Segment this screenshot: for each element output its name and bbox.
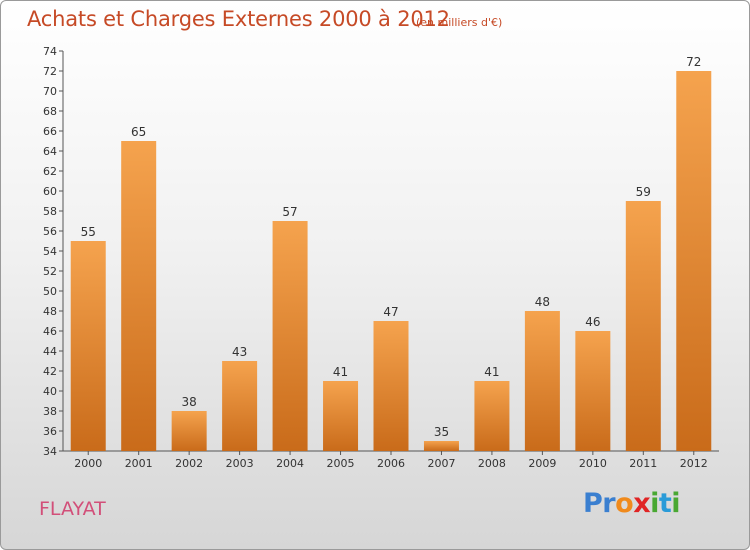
x-tick-label: 2001 — [125, 457, 153, 470]
bar — [474, 381, 510, 451]
y-tick-label: 48 — [43, 305, 57, 318]
x-tick-label: 2012 — [680, 457, 708, 470]
x-tick-label: 2000 — [74, 457, 102, 470]
bar — [171, 411, 207, 451]
y-tick-label: 64 — [43, 145, 57, 158]
y-tick-label: 62 — [43, 165, 57, 178]
data-label: 35 — [434, 425, 449, 439]
y-tick-label: 54 — [43, 245, 57, 258]
bar — [272, 221, 308, 451]
x-tick-label: 2010 — [579, 457, 607, 470]
y-tick-label: 58 — [43, 205, 57, 218]
x-tick-label: 2008 — [478, 457, 506, 470]
logo-letter: t — [658, 488, 672, 519]
bar — [121, 141, 157, 451]
y-tick-label: 56 — [43, 225, 57, 238]
logo-letter: o — [615, 488, 634, 519]
y-tick-label: 44 — [43, 345, 57, 358]
y-tick-label: 50 — [43, 285, 57, 298]
y-tick-label: 38 — [43, 405, 57, 418]
bar — [575, 331, 611, 451]
chart-subtitle: (en milliers d'€) — [416, 16, 503, 29]
y-tick-label: 46 — [43, 325, 57, 338]
bar — [524, 311, 560, 451]
logo-letter: i — [650, 488, 659, 519]
y-tick-label: 66 — [43, 125, 57, 138]
data-label: 41 — [333, 365, 348, 379]
data-label: 65 — [131, 125, 146, 139]
y-tick-label: 74 — [43, 45, 57, 58]
bar — [222, 361, 258, 451]
y-tick-label: 40 — [43, 385, 57, 398]
logo-letter: x — [633, 488, 651, 519]
commune-name: FLAYAT — [39, 498, 106, 520]
logo-letter: r — [602, 488, 616, 519]
bar — [373, 321, 409, 451]
x-tick-label: 2004 — [276, 457, 304, 470]
data-label: 57 — [282, 205, 297, 219]
bar — [676, 71, 712, 451]
bars — [70, 71, 712, 451]
data-label: 38 — [182, 395, 197, 409]
x-tick-label: 2007 — [427, 457, 455, 470]
x-tick-label: 2011 — [629, 457, 657, 470]
x-tick-label: 2003 — [226, 457, 254, 470]
labels: 2000 55 2001 65 2002 38 2003 43 2004 57 2005 41 2006… — [74, 55, 708, 470]
y-tick-label: 52 — [43, 265, 57, 278]
y-tick-label: 42 — [43, 365, 57, 378]
data-label: 43 — [232, 345, 247, 359]
y-tick-label: 60 — [43, 185, 57, 198]
bar — [70, 241, 106, 451]
y-tick-label: 36 — [43, 425, 57, 438]
data-label: 72 — [686, 55, 701, 69]
axes: 34 36 38 40 42 44 46 48 50 52 54 56 58 60 62 64 66 68 70 72… — [43, 45, 719, 458]
y-tick-label: 68 — [43, 105, 57, 118]
logo-letter: i — [671, 488, 681, 519]
chart-title: Achats et Charges Externes 2000 à 2012 — [27, 7, 450, 31]
bar — [423, 441, 459, 451]
x-tick-label: 2005 — [327, 457, 355, 470]
bar — [625, 201, 661, 451]
data-label: 48 — [535, 295, 550, 309]
data-label: 41 — [484, 365, 499, 379]
data-label: 59 — [636, 185, 651, 199]
data-label: 55 — [81, 225, 96, 239]
data-label: 46 — [585, 315, 600, 329]
y-tick-label: 72 — [43, 65, 57, 78]
proxiti-logo: Proxiti — [583, 488, 681, 519]
bar — [323, 381, 359, 451]
logo-letter: P — [583, 488, 603, 519]
data-label: 47 — [383, 305, 398, 319]
x-tick-label: 2009 — [528, 457, 556, 470]
y-tick-label: 34 — [43, 445, 57, 458]
x-tick-label: 2006 — [377, 457, 405, 470]
x-tick-label: 2002 — [175, 457, 203, 470]
y-tick-label: 70 — [43, 85, 57, 98]
